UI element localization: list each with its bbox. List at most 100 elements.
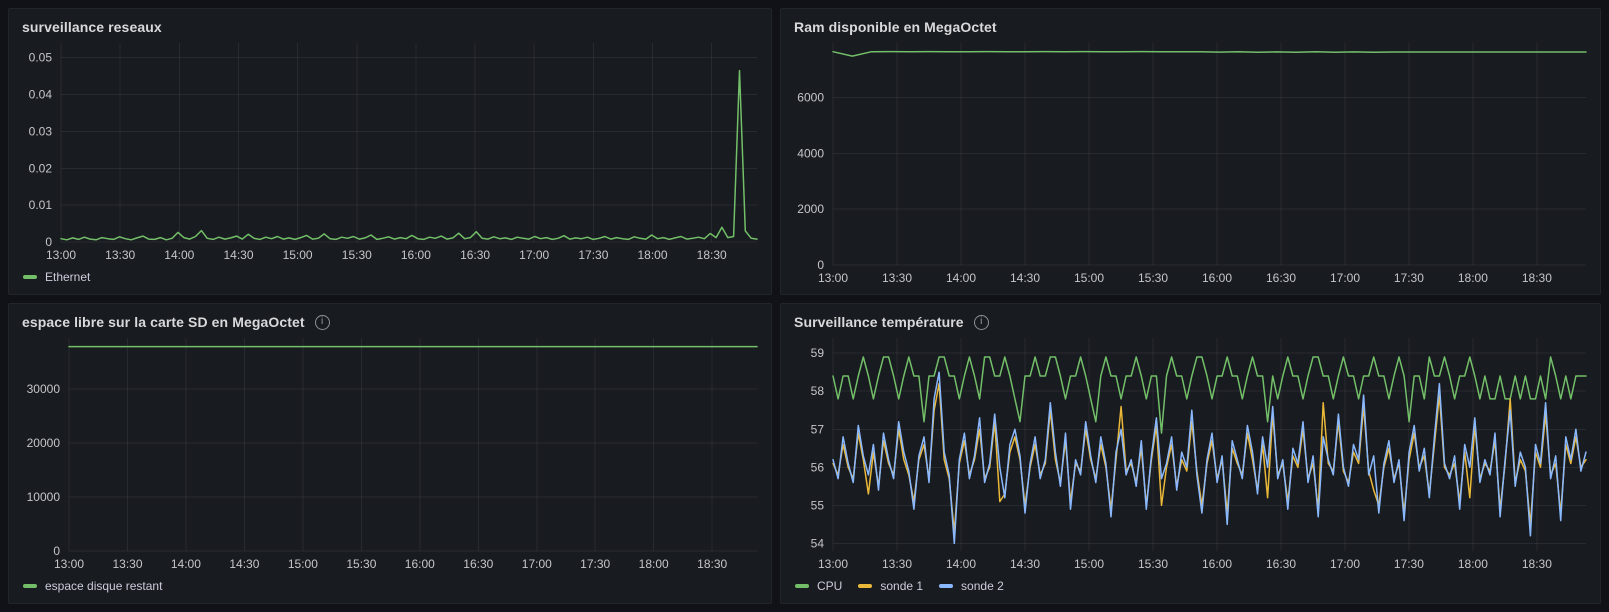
time-series-chart[interactable]: 0 10000 20000 30000 13:00 13:30 14:00 14:30 15:0… (9, 332, 771, 577)
legend-item[interactable]: CPU (795, 579, 842, 593)
y-axis-tick-label: 0.05 (29, 51, 53, 65)
panel-title[interactable]: surveillance reseaux (22, 19, 162, 35)
panel-header[interactable]: surveillance reseaux i (9, 9, 771, 37)
x-axis-tick-label: 16:30 (1266, 557, 1296, 571)
legend-label: espace disque restant (45, 579, 163, 593)
legend-label: sonde 2 (961, 579, 1004, 593)
x-axis-tick-label: 15:00 (283, 248, 313, 262)
plot-svg[interactable]: 0 0.01 0.02 0.03 0.04 0.05 13:00 13:30 14:00 14:3… (9, 37, 771, 268)
x-axis-tick-label: 17:00 (1330, 271, 1360, 285)
x-axis-tick-label: 15:30 (342, 248, 372, 262)
x-axis-tick-label: 14:30 (223, 248, 253, 262)
x-axis-tick-label: 13:00 (818, 557, 848, 571)
x-axis-tick-label: 16:00 (1202, 271, 1232, 285)
series-line (832, 356, 1587, 434)
x-axis-tick-label: 14:00 (164, 248, 194, 262)
y-axis-tick-label: 4000 (797, 146, 824, 160)
legend-label: CPU (817, 579, 843, 593)
x-axis-tick-label: 15:00 (1074, 557, 1104, 571)
x-axis-tick-label: 13:30 (882, 271, 912, 285)
x-axis-tick-label: 14:00 (946, 557, 976, 571)
x-axis-tick-label: 16:30 (463, 557, 493, 571)
y-axis-tick-label: 0.03 (29, 124, 53, 138)
y-axis-tick-label: 58 (811, 384, 825, 398)
x-axis-tick-label: 16:00 (405, 557, 435, 571)
x-axis-tick-label: 17:30 (1394, 557, 1424, 571)
x-axis-tick-label: 18:30 (1522, 557, 1552, 571)
plot-svg[interactable]: 54 55 56 57 58 59 13:00 13:30 14:00 14:30 15:00 15:… (781, 332, 1600, 577)
x-axis-tick-label: 18:00 (1458, 557, 1488, 571)
x-axis-tick-label: 14:30 (1010, 557, 1040, 571)
series-line (832, 50, 1587, 57)
time-series-chart[interactable]: 0 2000 4000 6000 13:00 13:30 14:00 14:30 15:00 15… (781, 37, 1600, 291)
plot-svg[interactable]: 0 2000 4000 6000 13:00 13:30 14:00 14:30 15:00 15… (781, 37, 1600, 291)
x-axis-tick-label: 15:30 (1138, 271, 1168, 285)
panel-ram-disponible: Ram disponible en MegaOctet i 0 2000 4000 6… (780, 8, 1601, 295)
info-icon[interactable]: i (314, 314, 330, 330)
info-icon[interactable]: i (973, 314, 989, 330)
legend-swatch (858, 584, 873, 588)
x-axis-tick-label: 17:30 (578, 248, 608, 262)
plot-svg[interactable]: 0 10000 20000 30000 13:00 13:30 14:00 14:30 15:0… (9, 332, 771, 577)
x-axis-tick-label: 16:30 (460, 248, 490, 262)
legend-label: sonde 1 (880, 579, 924, 593)
panel-header[interactable]: Surveillance température i (781, 304, 1600, 332)
x-axis-tick-label: 15:30 (346, 557, 376, 571)
x-axis-tick-label: 17:00 (519, 248, 549, 262)
legend-item[interactable]: sonde 2 (939, 579, 1004, 593)
legend: Ethernet (9, 268, 771, 291)
y-axis-tick-label: 0.04 (29, 88, 53, 102)
y-axis-tick-label: 0.01 (29, 198, 53, 212)
y-axis-tick-label: 2000 (797, 202, 824, 216)
panel-title[interactable]: Ram disponible en MegaOctet (794, 19, 997, 35)
panel-espace-libre-sd: espace libre sur la carte SD en MegaOcte… (8, 303, 772, 604)
x-axis-tick-label: 18:00 (1458, 271, 1488, 285)
y-axis-tick-label: 57 (811, 422, 825, 436)
x-axis-tick-label: 14:00 (946, 271, 976, 285)
x-axis-tick-label: 16:30 (1266, 271, 1296, 285)
x-axis-tick-label: 18:30 (697, 248, 727, 262)
y-axis-tick-label: 56 (811, 460, 825, 474)
y-axis-tick-label: 55 (811, 498, 825, 512)
panel-title[interactable]: Surveillance température (794, 314, 964, 330)
panel-surveillance-temperature: Surveillance température i 54 55 56 57 58 59 1… (780, 303, 1601, 604)
legend-item[interactable]: Ethernet (23, 270, 90, 284)
x-axis-tick-label: 13:00 (54, 557, 84, 571)
panel-header[interactable]: espace libre sur la carte SD en MegaOcte… (9, 304, 771, 332)
x-axis-tick-label: 13:30 (112, 557, 142, 571)
x-axis-tick-label: 14:00 (171, 557, 201, 571)
x-axis-tick-label: 18:30 (697, 557, 727, 571)
x-axis-tick-label: 15:00 (288, 557, 318, 571)
x-axis-tick-label: 17:30 (580, 557, 610, 571)
x-axis-tick-label: 13:00 (46, 248, 76, 262)
panel-header[interactable]: Ram disponible en MegaOctet i (781, 9, 1600, 37)
x-axis-tick-label: 18:00 (639, 557, 669, 571)
x-axis-tick-label: 13:30 (105, 248, 135, 262)
x-axis-tick-label: 17:00 (1330, 557, 1360, 571)
y-axis-tick-label: 59 (811, 346, 825, 360)
y-axis-tick-label: 20000 (27, 436, 61, 450)
legend-item[interactable]: espace disque restant (23, 579, 162, 593)
time-series-chart[interactable]: 54 55 56 57 58 59 13:00 13:30 14:00 14:30 15:00 15:… (781, 332, 1600, 577)
y-axis-tick-label: 0 (45, 235, 52, 249)
y-axis-tick-label: 0 (53, 544, 60, 558)
y-axis-tick-label: 0.02 (29, 161, 53, 175)
time-series-chart[interactable]: 0 0.01 0.02 0.03 0.04 0.05 13:00 13:30 14:00 14:3… (9, 37, 771, 268)
y-axis-tick-label: 0 (817, 258, 824, 272)
x-axis-tick-label: 18:30 (1522, 271, 1552, 285)
y-axis-tick-label: 54 (811, 536, 825, 550)
x-axis-tick-label: 16:00 (1202, 557, 1232, 571)
legend-swatch (23, 275, 37, 279)
x-axis-tick-label: 14:30 (229, 557, 259, 571)
panel-title[interactable]: espace libre sur la carte SD en MegaOcte… (22, 314, 305, 330)
series-line (832, 371, 1587, 545)
series-line (60, 69, 758, 241)
x-axis-tick-label: 17:30 (1394, 271, 1424, 285)
legend-label: Ethernet (45, 270, 91, 284)
y-axis-tick-label: 30000 (27, 382, 61, 396)
legend-swatch (23, 584, 37, 588)
legend-item[interactable]: sonde 1 (858, 579, 923, 593)
x-axis-tick-label: 15:00 (1074, 271, 1104, 285)
x-axis-tick-label: 15:30 (1138, 557, 1168, 571)
